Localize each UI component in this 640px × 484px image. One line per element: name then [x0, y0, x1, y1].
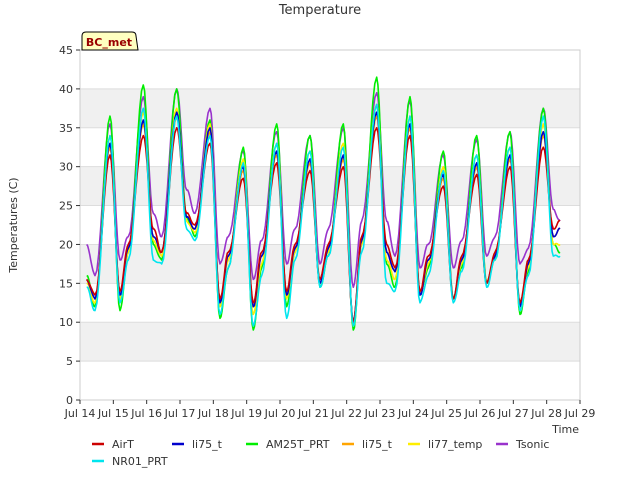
legend-item: AM25T_PRT [246, 438, 330, 451]
legend-label: AirT [112, 438, 134, 451]
legend-label: li77_temp [428, 438, 482, 451]
legend-label: li75_t [192, 438, 223, 451]
x-tick-label: Jul 26 [464, 407, 496, 420]
x-tick-label: Jul 29 [564, 407, 596, 420]
legend-label: li75_t [362, 438, 393, 451]
y-tick-label: 20 [59, 238, 73, 251]
y-tick-label: 25 [59, 200, 73, 213]
plot-band [80, 361, 580, 400]
plot-band [80, 127, 580, 167]
legend-item: li75_t [342, 438, 393, 451]
series-line-nr01-prt [86, 103, 561, 327]
x-tick-label: Jul 28 [530, 407, 562, 420]
legend-item: li75_t [172, 438, 223, 451]
x-tick-label: Jul 17 [164, 407, 196, 420]
x-tick-label: Jul 22 [330, 407, 362, 420]
plot-band [80, 322, 580, 362]
plot-band [80, 50, 580, 89]
x-tick-label: Jul 18 [197, 407, 229, 420]
legend-label: NR01_PRT [112, 455, 168, 468]
legend-item: AirT [92, 438, 134, 451]
station-badge: BC_met [81, 31, 139, 51]
y-tick-label: 35 [59, 122, 73, 135]
legend-label: Tsonic [515, 438, 549, 451]
x-tick-label: Jul 19 [230, 407, 262, 420]
x-tick-label: Jul 23 [364, 407, 396, 420]
chart-title: Temperature [278, 3, 361, 18]
y-tick-label: 30 [59, 161, 73, 174]
station-badge-label: BC_met [86, 36, 132, 49]
y-tick-label: 10 [59, 316, 73, 329]
plot-band [80, 88, 580, 128]
y-tick-label: 0 [66, 394, 73, 407]
x-tick-label: Jul 27 [497, 407, 529, 420]
legend-item: NR01_PRT [92, 455, 168, 468]
series-line-tsonic [86, 88, 561, 288]
y-tick-label: 40 [59, 83, 73, 96]
x-tick-label: Jul 15 [97, 407, 129, 420]
x-tick-label: Jul 20 [264, 407, 296, 420]
x-axis-label: Time [551, 423, 579, 436]
plot-band [80, 166, 580, 206]
plot-band [80, 283, 580, 323]
y-tick-label: 15 [59, 277, 73, 290]
legend-item: li77_temp [408, 438, 482, 451]
y-tick-label: 5 [66, 355, 73, 368]
y-tick-label: 45 [59, 44, 73, 57]
legend-item: Tsonic [496, 438, 549, 451]
x-tick-label: Jul 16 [130, 407, 162, 420]
legend: AirT li75_t AM25T_PRT li75_t li77_temp Tsonic… [92, 438, 549, 468]
y-axis-label: Temperatures (C) [7, 177, 20, 273]
x-tick-label: Jul 24 [397, 407, 429, 420]
x-tick-label: Jul 14 [64, 407, 96, 420]
legend-label: AM25T_PRT [266, 438, 330, 451]
x-tick-label: Jul 21 [297, 407, 329, 420]
x-tick-label: Jul 25 [430, 407, 462, 420]
